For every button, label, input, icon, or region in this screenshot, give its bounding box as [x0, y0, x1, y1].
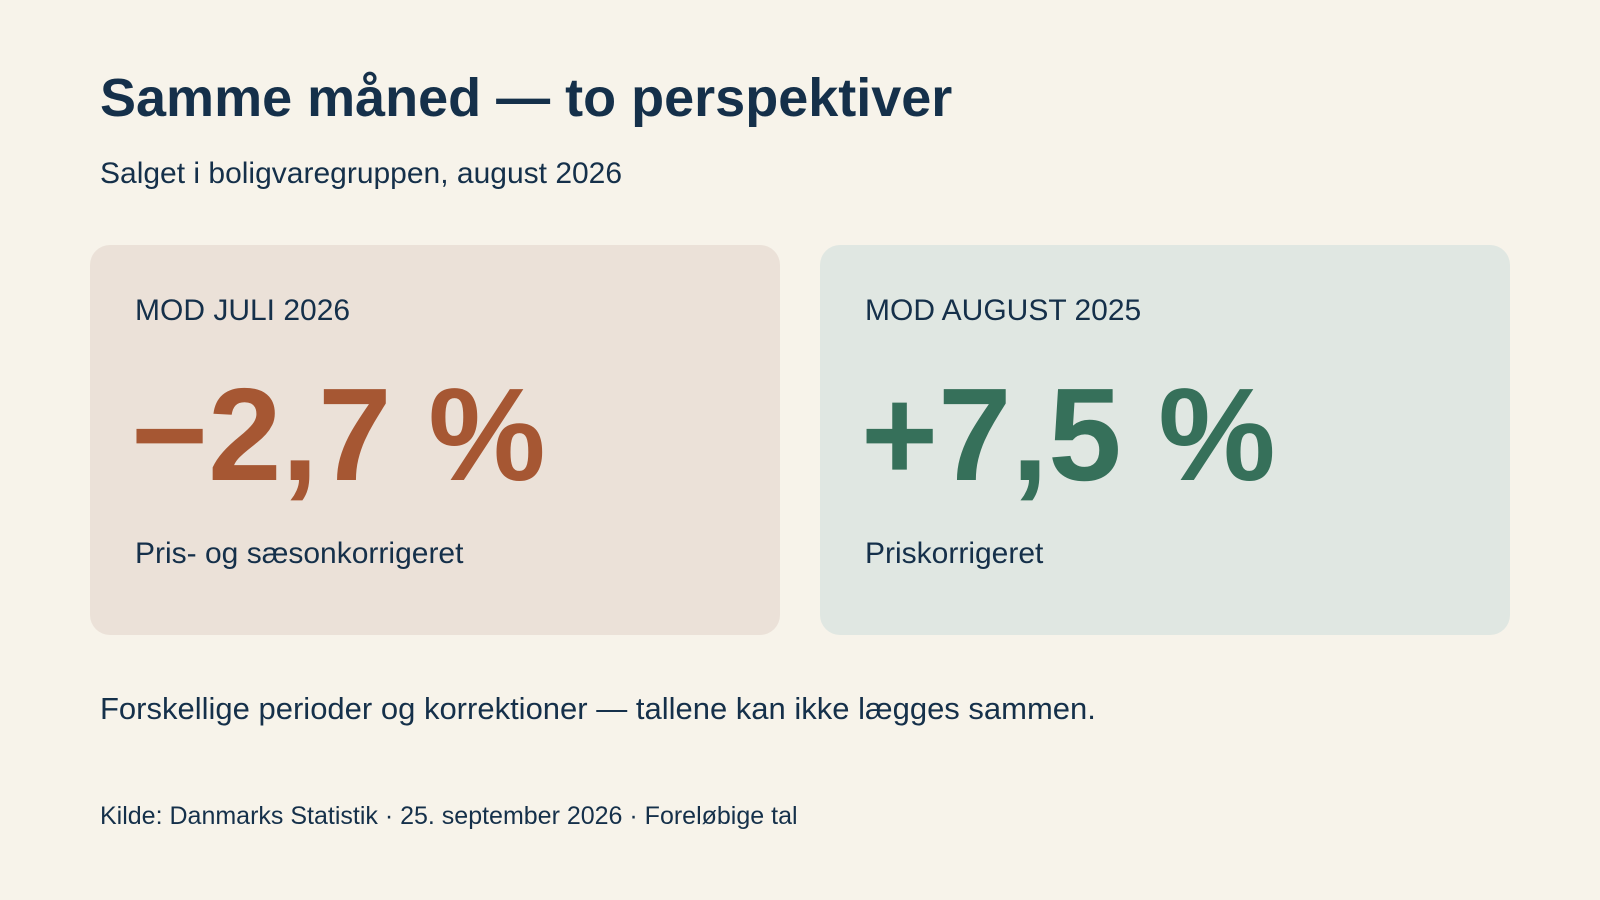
card-note: Pris- og sæsonkorrigeret [135, 537, 464, 570]
card-month-over-month: MOD JULI 2026 −2,7 % Pris- og sæsonkorri… [90, 245, 780, 635]
card-label: MOD AUGUST 2025 [865, 294, 1142, 327]
caveat-text: Forskellige perioder og korrektioner — t… [100, 691, 1096, 726]
card-value: +7,5 % [861, 361, 1276, 508]
source-footnote: Kilde: Danmarks Statistik · 25. septembe… [100, 802, 798, 830]
card-value: −2,7 % [131, 361, 546, 508]
card-note: Priskorrigeret [865, 537, 1044, 570]
page-subtitle: Salget i boligvaregruppen, august 2026 [100, 157, 623, 190]
page-title: Samme måned — to perspektiver [100, 68, 953, 128]
card-label: MOD JULI 2026 [135, 294, 351, 327]
card-year-over-year: MOD AUGUST 2025 +7,5 % Priskorrigeret [820, 245, 1510, 635]
